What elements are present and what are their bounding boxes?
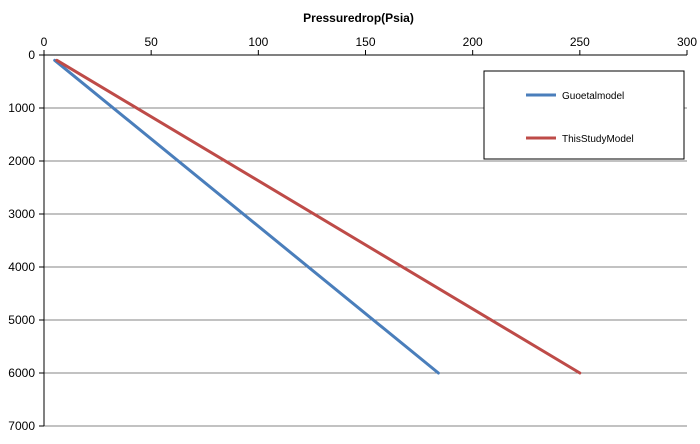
legend-label-0: Guoetalmodel	[562, 91, 624, 102]
y-tick-label-1000: 1000	[8, 101, 35, 115]
x-tick-label-200: 200	[463, 35, 483, 49]
y-tick-label-0: 0	[28, 48, 35, 62]
x-tick-label-0: 0	[41, 35, 48, 49]
y-tick-label-7000: 7000	[8, 419, 35, 433]
y-tick-label-5000: 5000	[8, 313, 35, 327]
y-tick-label-4000: 4000	[8, 260, 35, 274]
y-tick-label-2000: 2000	[8, 154, 35, 168]
series-line-1	[55, 58, 582, 375]
legend-label-1: ThisStudyModel	[562, 134, 634, 145]
legend-box	[483, 70, 685, 160]
x-tick-label-100: 100	[248, 35, 268, 49]
series-line-0	[53, 58, 440, 375]
x-axis-title: Pressuredrop(Psia)	[303, 11, 414, 25]
x-tick-label-300: 300	[677, 35, 697, 49]
grid-layer	[44, 107, 687, 427]
axis-layer: 0 50 100 150 200 250 3000100020003000400050006…	[8, 35, 697, 433]
series-layer	[53, 58, 582, 375]
legend: Guoetalmodel ThisStudyModel	[483, 70, 685, 160]
x-tick-label-250: 250	[570, 35, 590, 49]
x-tick-label-150: 150	[355, 35, 375, 49]
y-tick-label-6000: 6000	[8, 366, 35, 380]
y-tick-label-3000: 3000	[8, 207, 35, 221]
x-tick-label-50: 50	[144, 35, 158, 49]
